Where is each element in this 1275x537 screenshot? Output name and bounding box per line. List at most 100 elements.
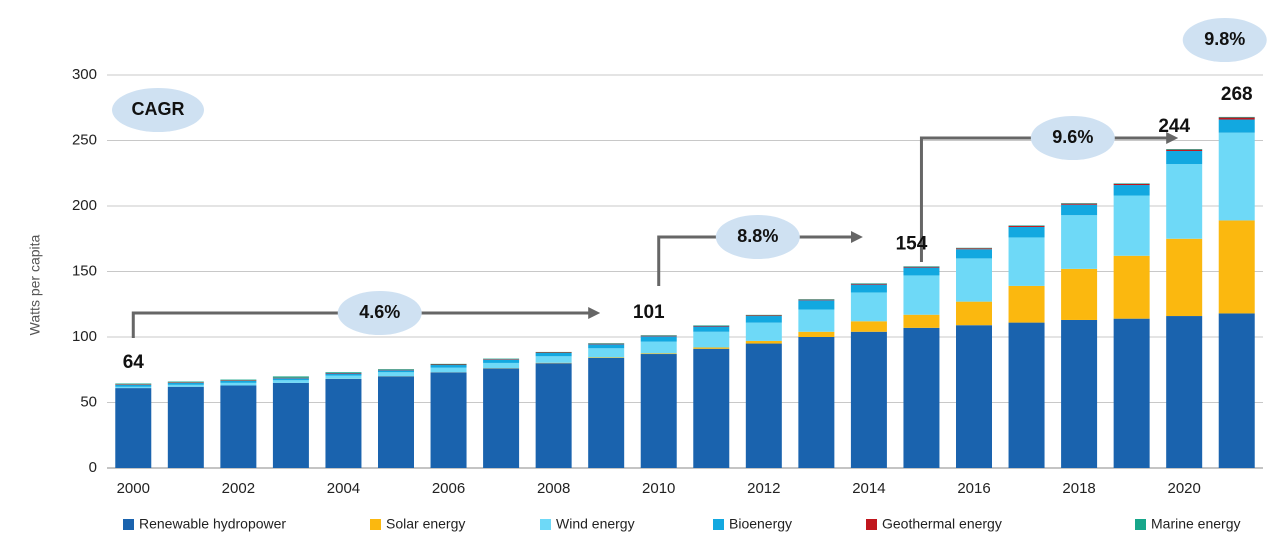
bar-segment bbox=[325, 378, 362, 468]
bar-segment bbox=[640, 354, 677, 468]
bar-segment bbox=[1113, 183, 1150, 186]
bar-segment bbox=[1166, 238, 1203, 317]
bar-segment bbox=[483, 359, 520, 360]
bar-segment bbox=[588, 343, 625, 345]
bar-segment bbox=[1166, 316, 1203, 468]
cagr-bubble bbox=[337, 291, 422, 335]
bar-segment bbox=[850, 283, 887, 285]
bar-segment bbox=[535, 352, 572, 353]
y-tick-label: 150 bbox=[72, 262, 97, 279]
bar-segment bbox=[535, 352, 572, 357]
bar-segment bbox=[588, 343, 625, 344]
bar-segment bbox=[220, 379, 257, 381]
bar-segment bbox=[272, 378, 309, 381]
bar-segment bbox=[167, 382, 204, 385]
bar-segment bbox=[956, 325, 992, 468]
y-axis-label: Watts per capita bbox=[27, 234, 43, 335]
bar-segment bbox=[956, 301, 992, 326]
bar-segment bbox=[798, 309, 835, 332]
bar-segment bbox=[640, 335, 677, 336]
bar-segment bbox=[1113, 255, 1150, 319]
bar-segment bbox=[588, 357, 625, 358]
total-label: 64 bbox=[123, 352, 145, 373]
bar-segment bbox=[745, 343, 782, 468]
legend-swatch bbox=[123, 519, 134, 530]
cagr-bubble bbox=[112, 88, 204, 132]
bar-segment bbox=[167, 384, 204, 387]
bar-segment bbox=[430, 364, 467, 366]
bar-segment bbox=[798, 331, 835, 337]
bar-segment bbox=[483, 358, 520, 360]
bar-segment bbox=[1008, 322, 1045, 468]
bar-segment bbox=[903, 266, 940, 267]
bar-segment bbox=[640, 353, 677, 355]
bar-segment bbox=[1113, 318, 1150, 468]
legend-swatch bbox=[370, 519, 381, 530]
total-label: 244 bbox=[1158, 116, 1190, 137]
legend-swatch bbox=[866, 519, 877, 530]
bar-segment bbox=[956, 247, 992, 249]
bar-segment bbox=[903, 327, 940, 468]
cagr-bubble bbox=[1182, 18, 1267, 62]
bar-segment bbox=[798, 299, 835, 301]
bar-segment bbox=[1218, 116, 1255, 118]
bar-segment bbox=[903, 266, 940, 268]
bar-segment bbox=[378, 376, 414, 468]
bar-segment bbox=[430, 365, 467, 368]
bar-segment bbox=[1166, 149, 1203, 151]
bar-segment bbox=[1113, 183, 1150, 184]
x-tick-label: 2018 bbox=[1062, 480, 1095, 497]
bar-segment bbox=[325, 373, 362, 376]
total-label: 154 bbox=[896, 233, 928, 254]
bar-segment bbox=[325, 373, 362, 374]
bar-segment bbox=[483, 368, 520, 468]
x-tick-label: 2002 bbox=[222, 480, 255, 497]
bar-segment bbox=[588, 357, 625, 468]
bar-segment bbox=[1061, 215, 1098, 269]
bar-segment bbox=[325, 375, 362, 379]
cagr-label: 4.6% bbox=[359, 302, 400, 322]
bar-segment bbox=[1008, 226, 1045, 238]
bar-segment bbox=[1218, 132, 1255, 221]
bar-segment bbox=[745, 322, 782, 341]
bar-segment bbox=[693, 348, 730, 468]
bar-segment bbox=[850, 321, 887, 332]
bar-segment bbox=[850, 283, 887, 284]
x-tick-label: 2012 bbox=[747, 480, 780, 497]
bar-segment bbox=[1218, 313, 1255, 468]
x-tick-label: 2016 bbox=[957, 480, 990, 497]
bar-segment bbox=[956, 258, 992, 302]
bar-segment bbox=[693, 325, 730, 326]
y-tick-label: 300 bbox=[72, 66, 97, 83]
legend-label: Wind energy bbox=[556, 516, 635, 532]
bar-segment bbox=[745, 315, 782, 317]
bar-segment bbox=[1113, 185, 1150, 196]
bar-segment bbox=[483, 362, 520, 369]
legend-label: Geothermal energy bbox=[882, 516, 1002, 532]
bar-segment bbox=[1008, 237, 1045, 286]
bar-segment bbox=[535, 363, 572, 468]
bar-segment bbox=[640, 336, 677, 342]
bar-segment bbox=[1008, 225, 1045, 226]
bar-segment bbox=[167, 382, 204, 383]
bar-segment bbox=[1166, 164, 1203, 239]
x-tick-label: 2008 bbox=[537, 480, 570, 497]
bar-segment bbox=[378, 370, 414, 373]
bar-segment bbox=[1008, 225, 1045, 227]
cagr-bubble bbox=[715, 215, 800, 259]
x-tick-label: 2014 bbox=[852, 480, 885, 497]
bar-segment bbox=[115, 386, 152, 389]
bar-segment bbox=[115, 384, 152, 387]
bar-segment bbox=[378, 369, 414, 371]
bar-segment bbox=[850, 284, 887, 293]
bar-segment bbox=[115, 388, 152, 468]
total-label: 268 bbox=[1221, 84, 1253, 105]
bar-segment bbox=[1218, 117, 1255, 120]
bar-segment bbox=[745, 340, 782, 344]
bar-segment bbox=[588, 344, 625, 349]
bar-segment bbox=[325, 372, 362, 374]
bar-segment bbox=[220, 380, 257, 381]
total-label: 101 bbox=[633, 302, 665, 323]
y-tick-label: 250 bbox=[72, 131, 97, 148]
bar-segment bbox=[272, 382, 309, 468]
